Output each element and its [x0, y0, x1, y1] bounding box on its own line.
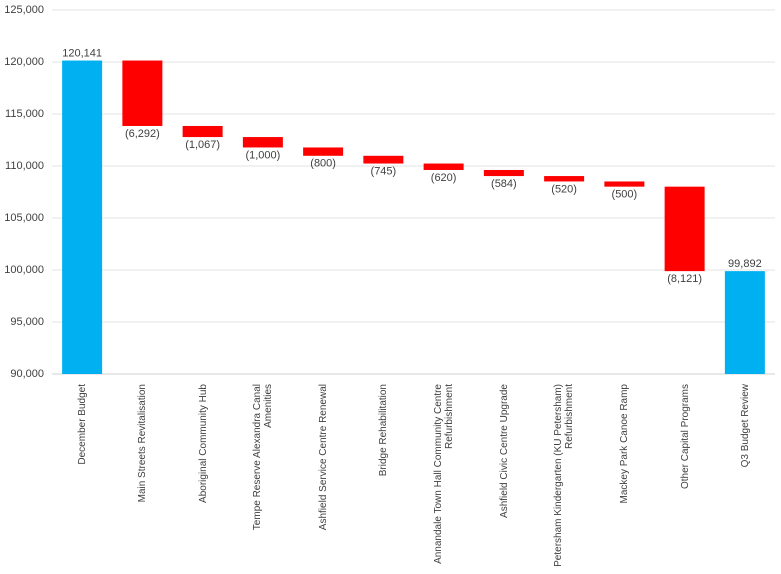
- x-tick-label: December Budget: [76, 384, 88, 465]
- x-tick-label: Ashfield Service Centre Renewal: [317, 384, 329, 531]
- bar: [62, 60, 103, 374]
- y-tick-label: 115,000: [5, 108, 44, 120]
- bar: [483, 169, 524, 177]
- y-tick-label: 125,000: [4, 4, 44, 16]
- y-tick-label: 110,000: [5, 160, 44, 172]
- value-label: (6,292): [125, 128, 160, 140]
- value-label: (620): [431, 172, 457, 184]
- x-tick-label: Main Streets Revitalisation: [136, 384, 148, 503]
- value-label: (745): [371, 165, 397, 177]
- value-label: (500): [612, 189, 638, 201]
- value-label: (584): [491, 178, 517, 190]
- x-tick-label: Q3 Budget Review: [739, 384, 751, 468]
- value-label: (1,067): [185, 139, 220, 151]
- bar: [544, 176, 585, 182]
- y-tick-label: 95,000: [10, 316, 44, 328]
- value-label: (800): [310, 158, 336, 170]
- bar: [242, 137, 283, 148]
- bar: [724, 271, 765, 374]
- bar: [182, 125, 223, 138]
- bar: [363, 155, 404, 164]
- value-label: 99,892: [728, 258, 762, 270]
- y-tick-label: 100,000: [4, 264, 44, 276]
- value-label: (1,000): [245, 149, 280, 161]
- bar: [122, 60, 163, 126]
- y-tick-label: 90,000: [10, 368, 44, 380]
- value-label: 120,141: [62, 47, 102, 59]
- bar: [604, 181, 645, 187]
- x-tick-label: Bridge Rehabilitation: [377, 384, 389, 477]
- bar: [664, 186, 705, 272]
- x-tick-label: Ashfield Civic Centre Upgrade: [498, 384, 510, 518]
- y-tick-label: 105,000: [4, 212, 44, 224]
- y-tick-label: 120,000: [4, 56, 44, 68]
- bar: [423, 163, 464, 170]
- x-tick-label: Tempe Reserve Alexandra Canal Amenities: [251, 384, 274, 531]
- x-tick-label: Aboriginal Community Hub: [197, 384, 209, 503]
- bar: [303, 147, 344, 156]
- x-tick-label: Other Capital Programs: [679, 384, 691, 490]
- value-label: (8,121): [667, 273, 702, 285]
- x-tick-label: Mackey Park Canoe Ramp: [618, 384, 630, 504]
- value-label: (520): [551, 183, 577, 195]
- x-tick-label: Annandale Town Hall Community Centre Ref…: [432, 384, 455, 564]
- x-tick-label: Petersham Kindergarten (KU Petersham) Re…: [553, 384, 576, 567]
